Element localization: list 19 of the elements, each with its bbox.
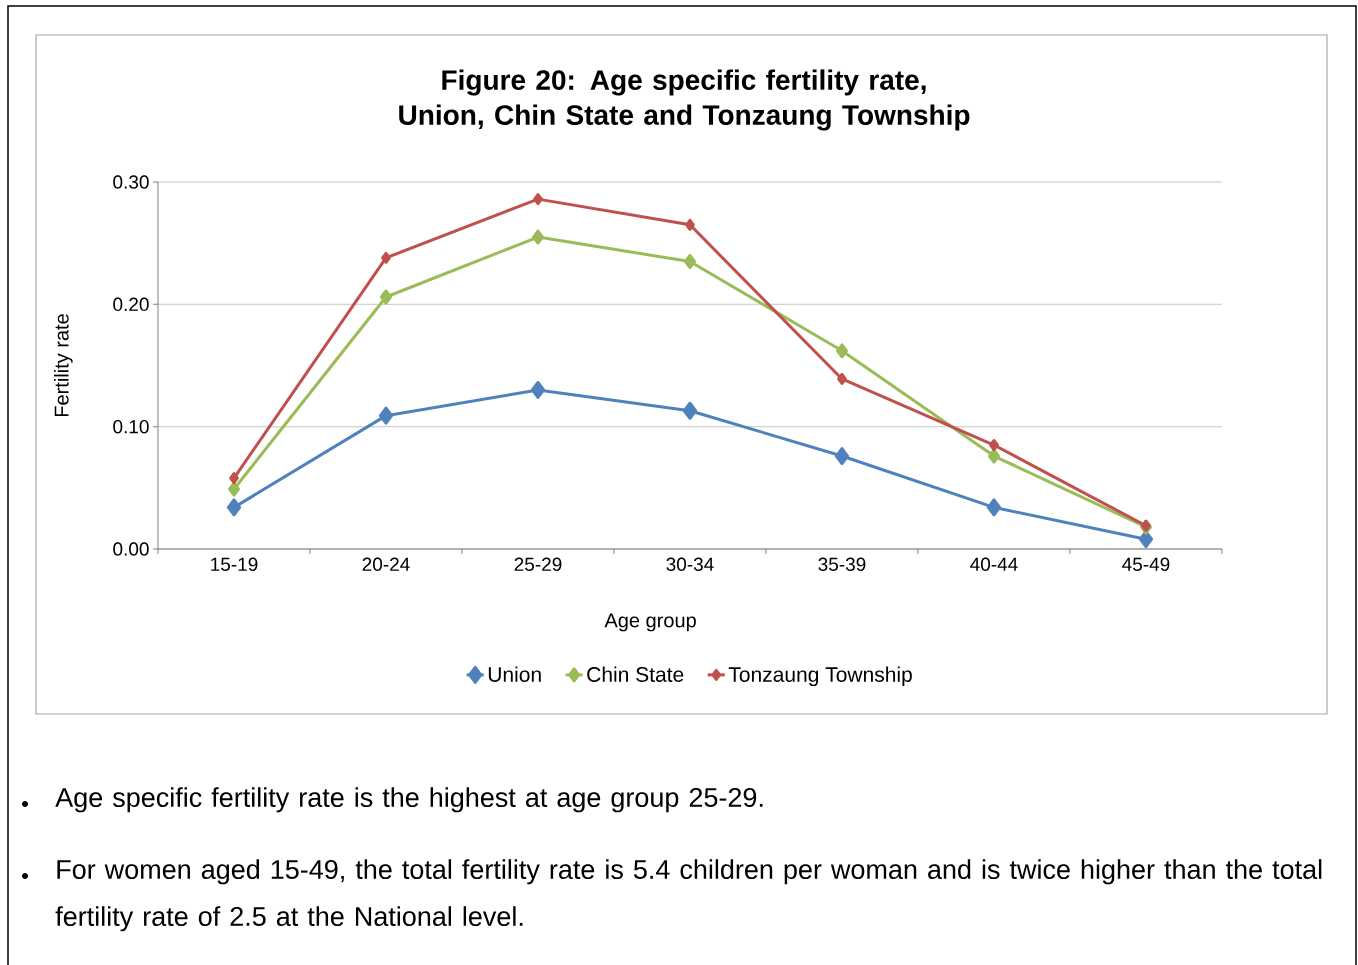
x-tick-label: 45-49 xyxy=(1122,557,1170,571)
x-tick-label: 25-29 xyxy=(514,557,562,571)
legend-label: Tonzaung Township xyxy=(728,666,912,687)
x-tick-label: 15-19 xyxy=(211,557,258,571)
x-tick-label: 40-44 xyxy=(970,557,1018,571)
y-axis-title: Fertility rate xyxy=(53,314,73,417)
y-tick-label: 0.30 xyxy=(113,175,149,189)
x-tick-label: 35-39 xyxy=(818,557,866,571)
y-tick-label: 0.20 xyxy=(113,297,149,312)
y-tick-label: 0.10 xyxy=(113,419,149,434)
text: Age specific fertility rate is the highest at age group 25-29. xyxy=(55,787,763,813)
text: For women aged 15-49, the total fertility rate is 5.4 children per woman and is twice higher than the total fertility rate of 2.5 at the National level. xyxy=(55,859,1322,932)
x-tick-label: 20-24 xyxy=(362,557,410,571)
legend-label: Chin State xyxy=(587,666,684,682)
x-axis-title: Age group xyxy=(604,613,696,632)
x-tick-label: 30-34 xyxy=(666,557,714,571)
legend-label: Union xyxy=(488,666,541,682)
y-tick-label: 0.00 xyxy=(113,542,149,556)
chart-title: Figure 20: Age specific fertility rate, Union, Chin State and Tonzaung Township xyxy=(399,69,970,131)
